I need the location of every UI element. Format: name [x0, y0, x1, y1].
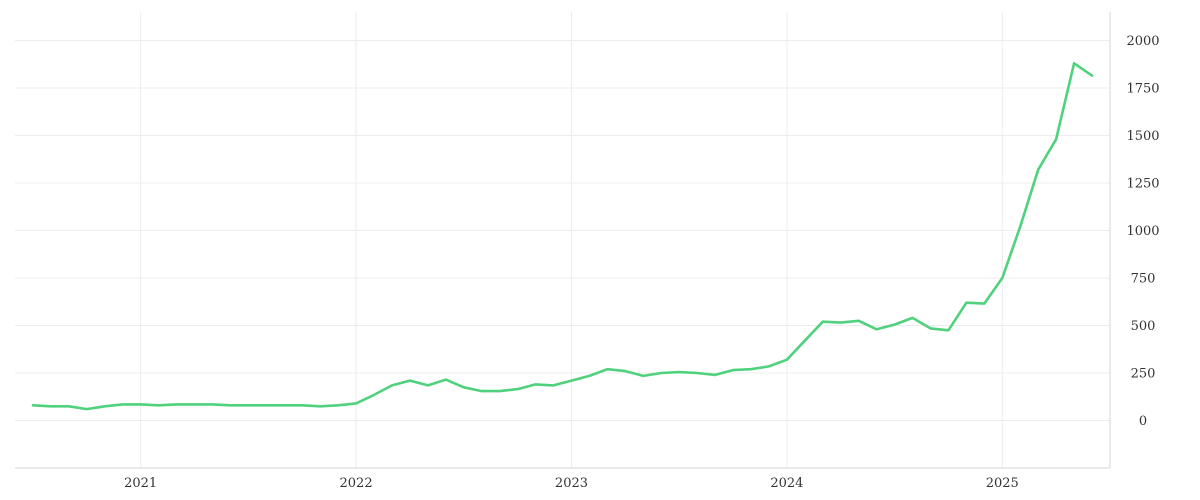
x-tick-label: 2025	[986, 476, 1019, 491]
y-axis-tick-labels: 0 250 500 750 1000 1250 1500 1750 2000	[1126, 34, 1159, 429]
y-tick-label: 2000	[1126, 34, 1159, 49]
y-tick-label: 500	[1131, 319, 1156, 334]
y-tick-label: 0	[1139, 414, 1147, 429]
series-line	[31, 62, 1094, 411]
horizontal-gridlines	[15, 40, 1110, 421]
y-tick-label: 1750	[1126, 82, 1159, 97]
x-axis-tick-labels: 2021 2022 2023 2024 2025	[124, 476, 1019, 491]
series-layer	[31, 62, 1094, 411]
x-tick-label: 2024	[770, 476, 803, 491]
x-tick-label: 2023	[555, 476, 588, 491]
x-tick-label: 2022	[340, 476, 373, 491]
y-tick-label: 1500	[1126, 129, 1159, 144]
y-tick-label: 250	[1131, 367, 1156, 382]
y-tick-label: 750	[1131, 272, 1156, 287]
y-tick-label: 1000	[1126, 224, 1159, 239]
y-tick-label: 1250	[1126, 177, 1159, 192]
vertical-gridlines	[140, 12, 1003, 468]
x-tick-label: 2021	[124, 476, 157, 491]
